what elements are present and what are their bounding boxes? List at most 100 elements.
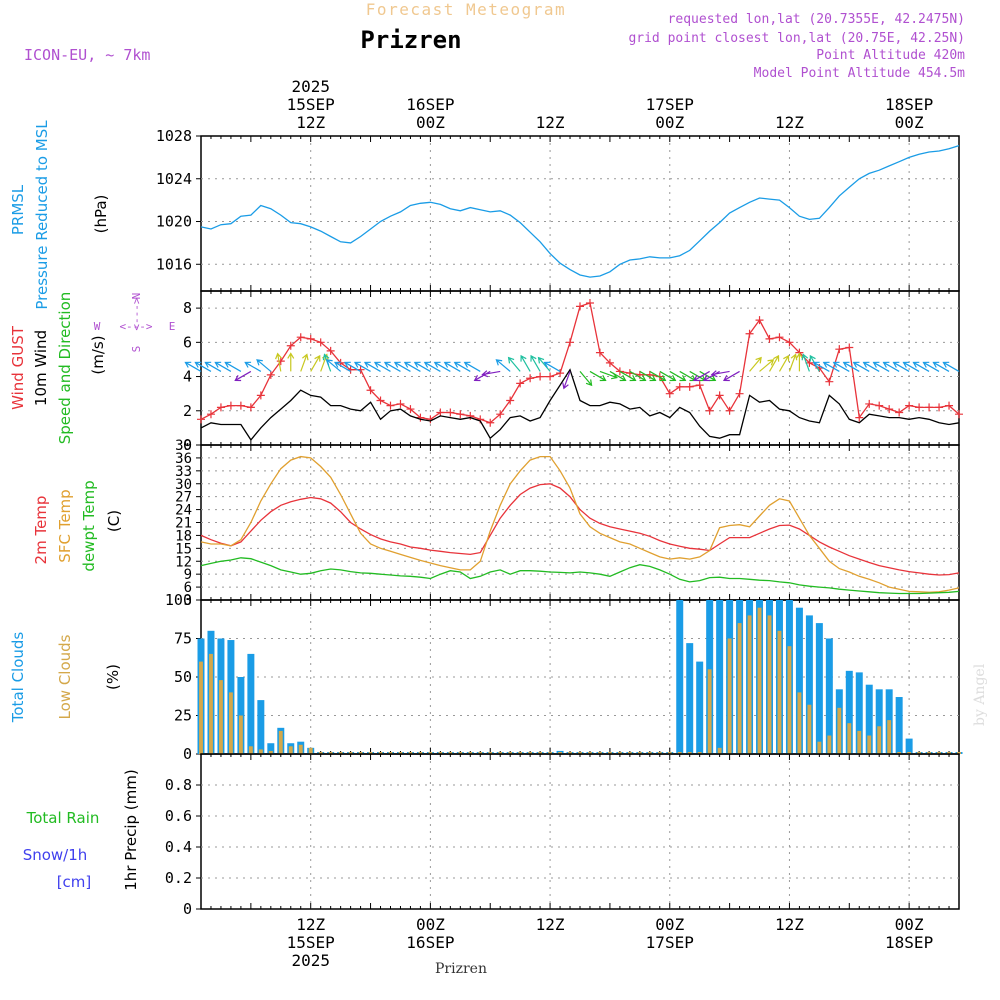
time-label-top: 00Z [655, 113, 684, 132]
gust-marker [416, 413, 425, 422]
y-tick-label: 75 [174, 630, 192, 648]
gust-marker [256, 391, 265, 400]
gust-marker [905, 401, 914, 410]
gust-marker [895, 408, 904, 417]
series-label: PRMSL [9, 184, 27, 235]
y-tick-label: 1028 [156, 127, 192, 145]
y-tick-label: 27 [175, 490, 192, 506]
wind-direction-arrow [639, 370, 657, 382]
series-label: Total Clouds [9, 632, 27, 724]
gust-marker [755, 316, 764, 325]
y-tick-label: 4 [183, 368, 192, 386]
time-label-bottom: 16SEP [406, 933, 454, 952]
gust-marker [725, 406, 734, 415]
bar [696, 661, 704, 754]
y-tick-label: 0.6 [165, 807, 192, 825]
wind-direction-arrow [892, 361, 910, 372]
y-axis-label: (C) [105, 510, 123, 532]
bar [717, 747, 722, 754]
y-tick-label: 0 [183, 900, 192, 918]
bar [257, 700, 265, 754]
requested-coords: requested lon,lat (20.7355E, 42.2475N) [668, 12, 965, 27]
clouds-panel: 0 25 50 75 100 Total Clouds Low Clouds (%) [9, 591, 963, 763]
gust-marker [486, 418, 495, 427]
time-label-top: 12Z [775, 113, 804, 132]
wind-direction-arrow [812, 361, 830, 372]
wind-direction-arrow [703, 370, 720, 382]
wind-direction-arrow [619, 370, 637, 382]
bar [787, 646, 792, 754]
bar [238, 715, 243, 754]
bar [268, 750, 273, 754]
wind-direction-arrow [768, 354, 780, 372]
panel-frame [200, 135, 960, 292]
time-label-top: 16SEP [406, 95, 454, 114]
series-label: Pressure Reduced to MSL [33, 120, 51, 310]
gust-marker [745, 329, 754, 338]
snow-label: Snow/1h [23, 846, 88, 864]
bar [707, 669, 712, 754]
y-tick-label: 25 [174, 707, 192, 725]
time-label-top: 15SEP [287, 95, 335, 114]
wind-direction-arrow [759, 359, 775, 372]
series-label: dewpt Temp [80, 480, 98, 571]
y-tick-label: 21 [175, 516, 192, 532]
gust-marker [705, 406, 714, 415]
time-label-bottom: 00Z [895, 915, 924, 934]
gust-marker [665, 389, 674, 398]
gust-marker [865, 399, 874, 408]
bar [686, 643, 694, 754]
watermark: by Angel [972, 663, 988, 726]
series-label: 10m Wind [32, 330, 50, 406]
wind-direction-arrow [373, 361, 391, 372]
time-label-top: 12Z [536, 113, 565, 132]
compass-west: W [94, 320, 101, 333]
wind-direction-arrow [214, 361, 232, 372]
gust-marker [206, 410, 215, 419]
bar [877, 726, 882, 754]
bar [817, 741, 822, 754]
bar [805, 615, 813, 754]
wind-direction-arrow [722, 370, 740, 382]
wind-direction-arrow [778, 354, 790, 372]
wind-direction-arrow [912, 361, 930, 372]
gust-marker [566, 338, 575, 347]
wind-direction-arrow [852, 361, 870, 372]
wind-direction-arrow [579, 371, 593, 387]
time-label-bottom: 00Z [655, 915, 684, 934]
gust-marker [845, 343, 854, 352]
time-label-bottom: 12Z [536, 915, 565, 934]
bar [797, 692, 802, 754]
y-axis-label: (%) [104, 664, 122, 690]
gust-marker [556, 369, 565, 378]
wind-direction-arrow [699, 370, 717, 382]
wind-direction-arrow [463, 361, 481, 372]
time-label-top: 18SEP [885, 95, 933, 114]
gust-marker [915, 403, 924, 412]
bar [267, 743, 275, 754]
model-label: ICON-EU, ~ 7km [24, 46, 150, 64]
wind-direction-arrow [443, 361, 461, 372]
wind-panel: 0 2 4 6 8 Wind GUST 10m Wind Speed and Directio… [9, 290, 963, 454]
wind-direction-arrow [204, 361, 222, 372]
wind-direction-arrow [353, 361, 371, 372]
wind-direction-arrow [902, 361, 920, 372]
panel-frame [200, 290, 960, 446]
wind-direction-arrow [649, 370, 667, 382]
bar [795, 607, 803, 754]
y-tick-label: 33 [175, 464, 192, 480]
y-tick-label: 6 [183, 333, 192, 351]
bar [727, 638, 732, 754]
bar [248, 746, 253, 754]
time-label-bottom: 18SEP [885, 933, 933, 952]
gust-marker [226, 401, 235, 410]
gust-marker [695, 381, 704, 390]
gust-marker [885, 405, 894, 414]
time-label-bottom: 17SEP [646, 933, 694, 952]
series-line [200, 455, 960, 593]
wind-direction-arrow [300, 353, 309, 372]
time-label-top: 17SEP [646, 95, 694, 114]
wind-direction-arrow [520, 354, 531, 372]
bar [807, 704, 812, 754]
